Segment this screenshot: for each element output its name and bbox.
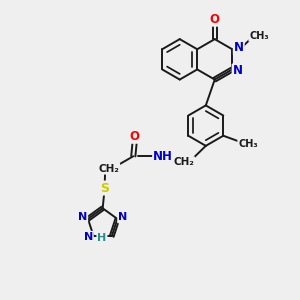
Text: N: N: [78, 212, 87, 222]
Text: N: N: [232, 64, 243, 77]
Text: N: N: [118, 212, 128, 222]
Text: O: O: [130, 130, 140, 143]
Text: NH: NH: [153, 150, 173, 163]
Text: CH₂: CH₂: [173, 157, 194, 167]
Text: CH₃: CH₃: [238, 139, 258, 149]
Text: N: N: [234, 41, 244, 54]
Text: CH₂: CH₂: [98, 164, 119, 174]
Text: S: S: [100, 182, 109, 194]
Text: N: N: [84, 232, 93, 242]
Text: CH₃: CH₃: [249, 31, 269, 41]
Text: H: H: [97, 233, 106, 243]
Text: O: O: [210, 13, 220, 26]
